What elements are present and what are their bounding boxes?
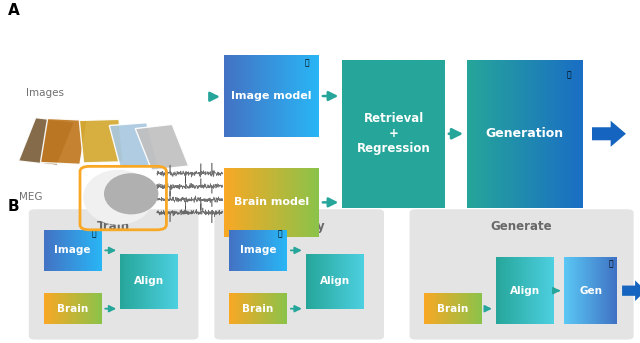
FancyBboxPatch shape bbox=[135, 125, 189, 170]
FancyBboxPatch shape bbox=[79, 119, 123, 163]
FancyBboxPatch shape bbox=[410, 209, 634, 340]
FancyBboxPatch shape bbox=[40, 118, 87, 164]
Text: Train: Train bbox=[97, 220, 130, 233]
Polygon shape bbox=[622, 281, 640, 301]
Text: Generate: Generate bbox=[491, 220, 552, 233]
Text: MEG: MEG bbox=[19, 192, 43, 202]
FancyBboxPatch shape bbox=[109, 123, 157, 168]
FancyBboxPatch shape bbox=[29, 209, 198, 340]
Ellipse shape bbox=[83, 170, 154, 225]
Text: Images: Images bbox=[26, 87, 63, 98]
Text: B: B bbox=[8, 199, 19, 214]
Text: Identify: Identify bbox=[273, 220, 325, 233]
FancyBboxPatch shape bbox=[19, 118, 74, 165]
Polygon shape bbox=[592, 121, 626, 147]
FancyBboxPatch shape bbox=[214, 209, 384, 340]
Ellipse shape bbox=[104, 173, 159, 214]
Text: A: A bbox=[8, 3, 19, 19]
